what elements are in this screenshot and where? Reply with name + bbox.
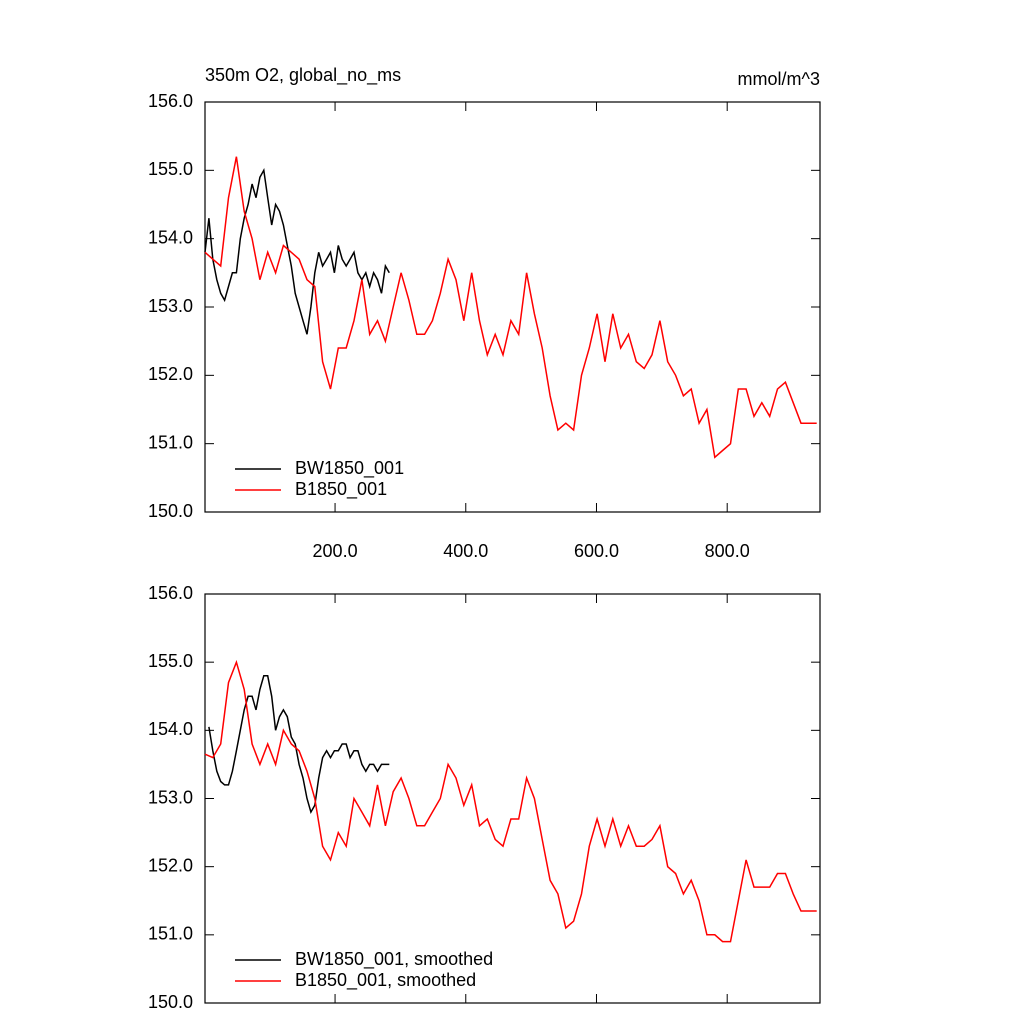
y-tick-label: 156.0 <box>148 91 193 111</box>
y-tick-label: 155.0 <box>148 159 193 179</box>
y-tick-label: 154.0 <box>148 719 193 739</box>
series-line <box>208 675 390 815</box>
legend-label: BW1850_001, smoothed <box>295 949 493 970</box>
legend-label: B1850_001, smoothed <box>295 970 476 991</box>
series-line <box>204 156 817 459</box>
y-tick-label: 150.0 <box>148 501 193 521</box>
units-label: mmol/m^3 <box>738 69 820 89</box>
y-tick-label: 151.0 <box>148 924 193 944</box>
x-tick-label: 200.0 <box>313 541 358 561</box>
legend-label: BW1850_001 <box>295 458 404 479</box>
y-tick-label: 152.0 <box>148 855 193 875</box>
legend-label: B1850_001 <box>295 479 387 500</box>
y-tick-label: 151.0 <box>148 432 193 452</box>
y-tick-label: 153.0 <box>148 296 193 316</box>
x-tick-label: 800.0 <box>705 541 750 561</box>
x-tick-label: 400.0 <box>443 541 488 561</box>
chart-title: 350m O2, global_no_ms <box>205 65 401 86</box>
series-line <box>204 659 817 943</box>
y-tick-label: 156.0 <box>148 583 193 603</box>
y-tick-label: 155.0 <box>148 651 193 671</box>
plot-frame <box>204 101 821 513</box>
y-tick-label: 154.0 <box>148 227 193 247</box>
y-tick-label: 152.0 <box>148 364 193 384</box>
series-line <box>204 168 390 335</box>
y-tick-label: 153.0 <box>148 787 193 807</box>
x-tick-label: 600.0 <box>574 541 619 561</box>
y-tick-label: 150.0 <box>148 992 193 1012</box>
